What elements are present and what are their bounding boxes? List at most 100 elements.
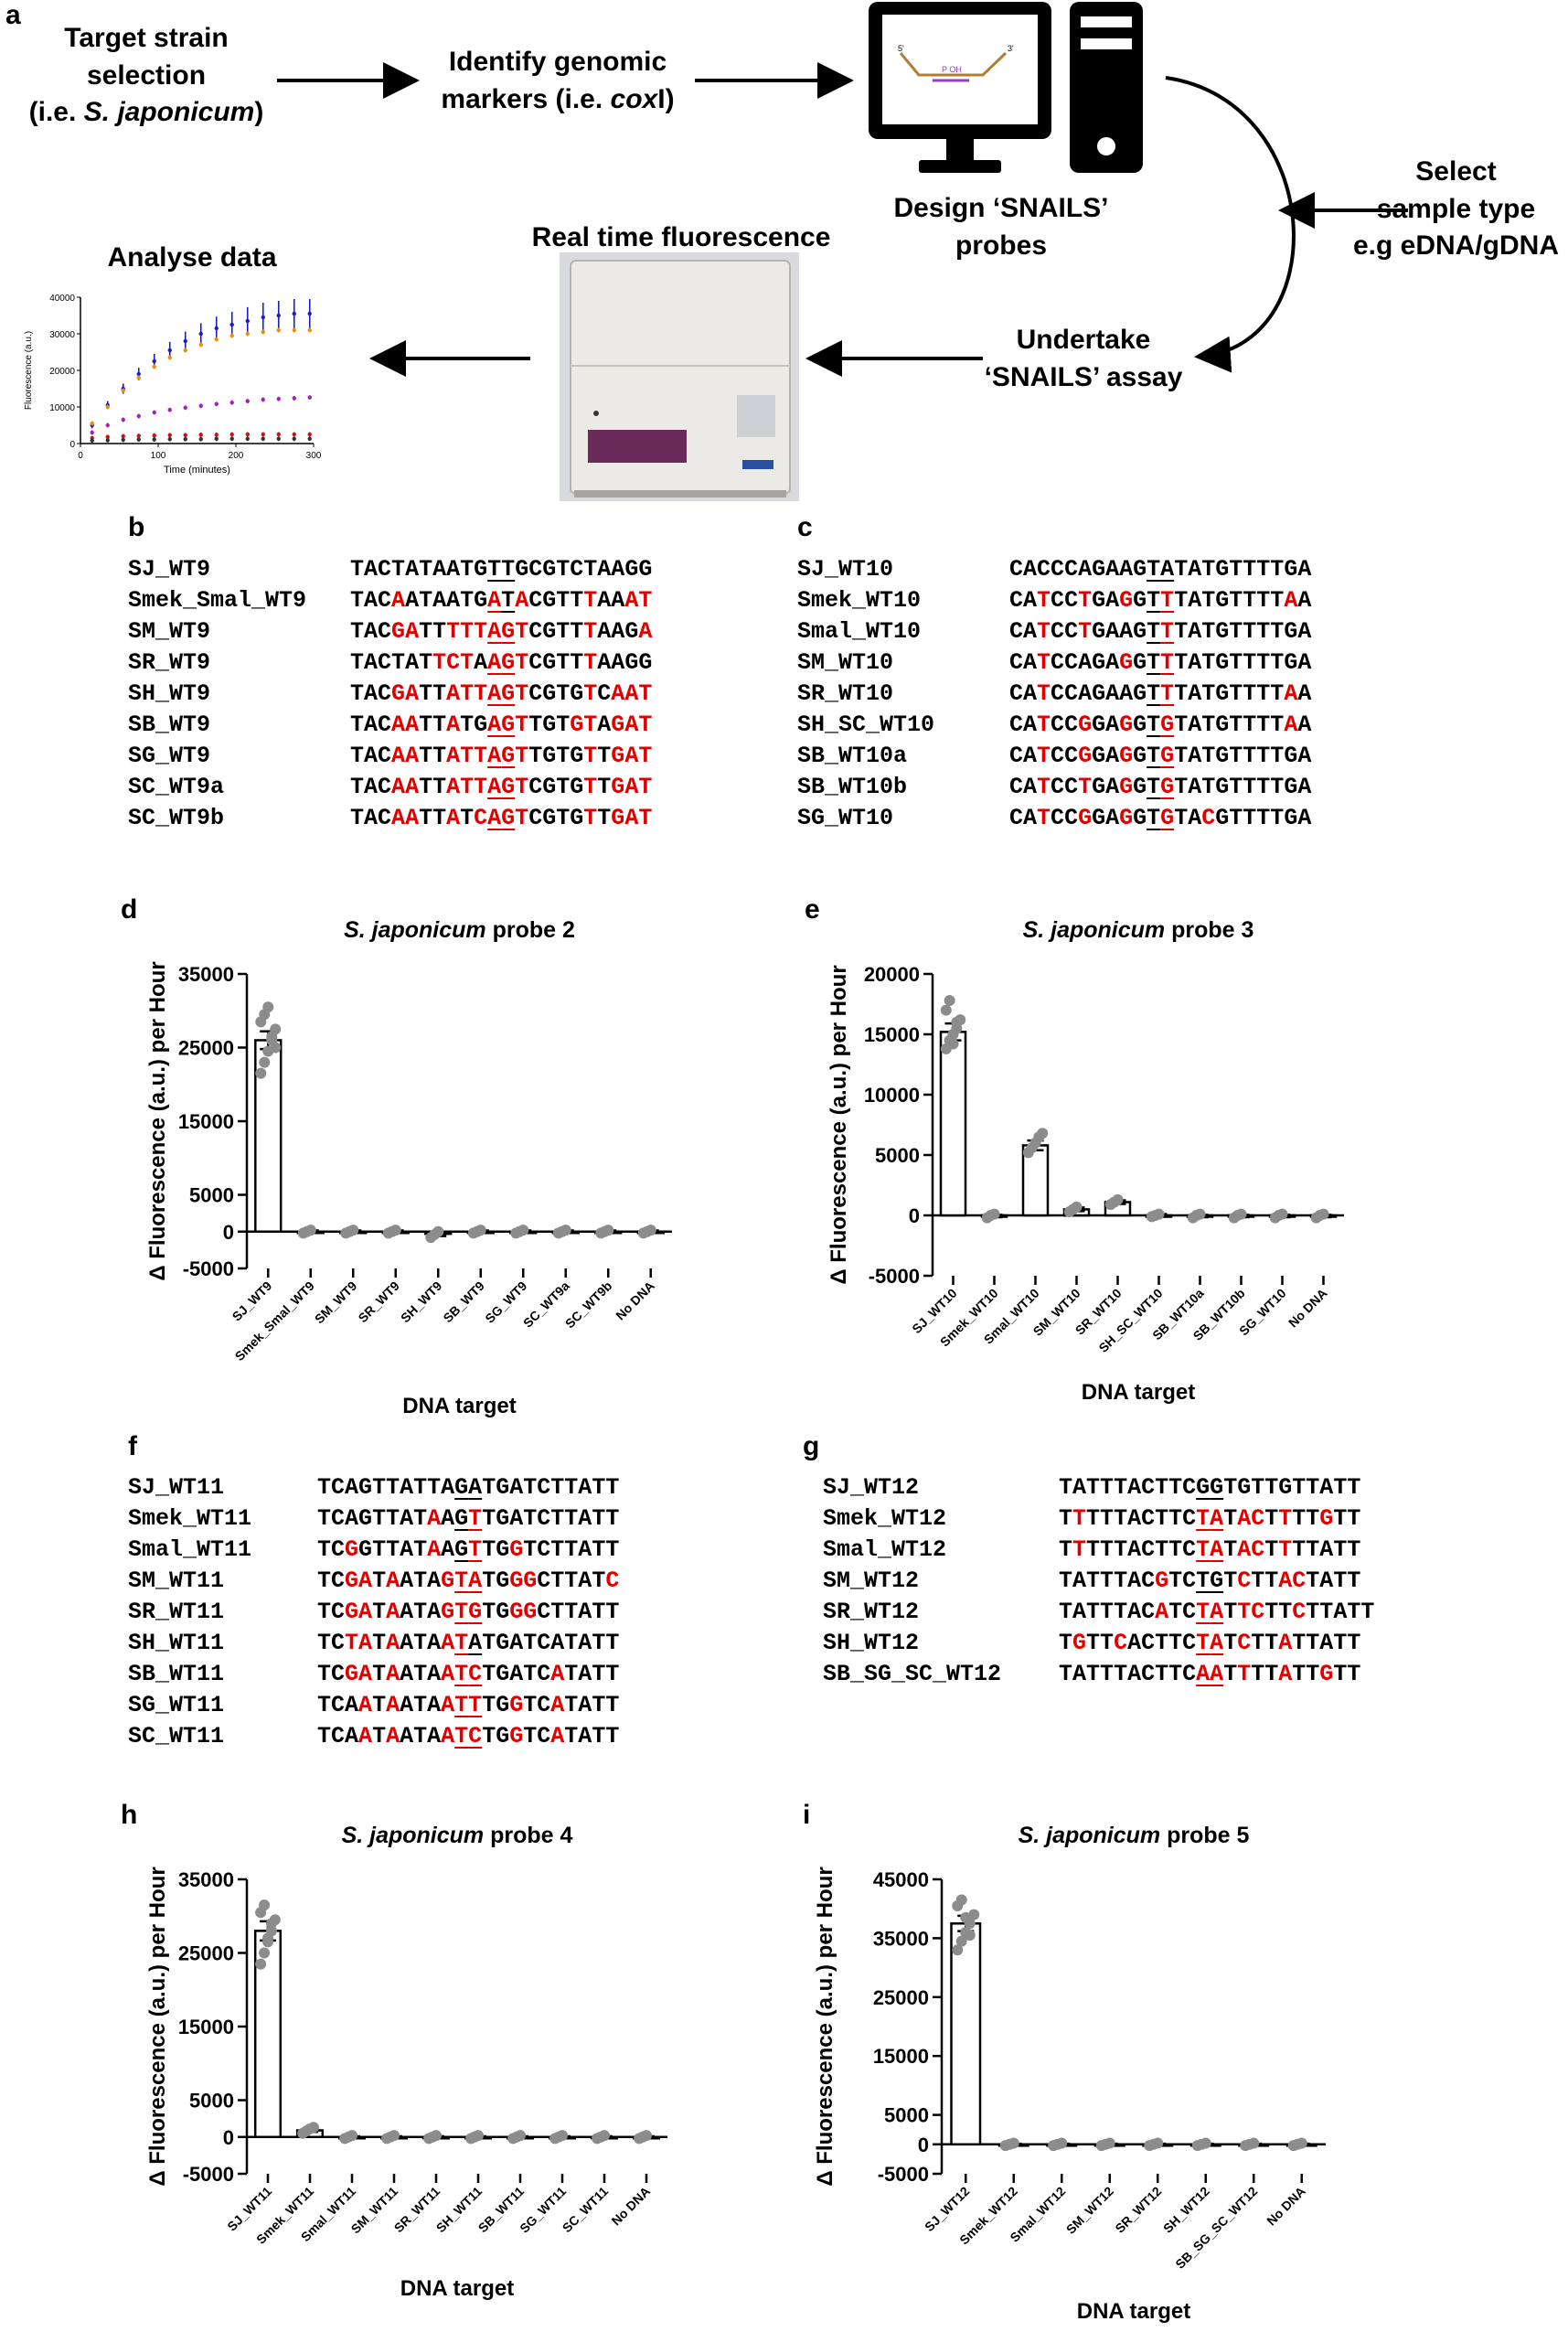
data-point [389, 2130, 400, 2142]
x-tick-label: No DNA [608, 2184, 653, 2229]
data-point [515, 2130, 526, 2142]
alignment-panel-c: SJ_WT10 CACCCAGAAGTATATGTTTTGA Smek_WT10 CA… [797, 554, 1311, 834]
mini-y-tick-label: 40000 [49, 294, 75, 304]
y-tick-label: 0 [918, 2134, 929, 2156]
mini-data-point [245, 436, 250, 441]
mini-data-point [307, 395, 312, 400]
alignment-row: Smek_WT12 TTTTTACTTCTATACTTTTGTT [823, 1503, 1374, 1535]
mini-y-tick-label: 20000 [49, 367, 75, 377]
mini-x-tick-label: 200 [229, 451, 244, 461]
data-point [1194, 1208, 1206, 1220]
sequence-name: SJ_WT10 [797, 556, 894, 583]
mini-data-point [245, 331, 250, 337]
mini-data-point [261, 432, 265, 437]
data-point [1037, 1128, 1049, 1139]
mini-data-point [229, 436, 234, 441]
sequence-text: CATCCAGAAGTTTATGTTTTAA [1009, 680, 1312, 707]
x-tick-label: SB_WT9 [440, 1278, 487, 1326]
mini-data-point [90, 438, 94, 443]
data-point [259, 1056, 271, 1068]
alignment-row: SJ_WT12 TATTTACTTCGGTGTTGTTATT [823, 1472, 1374, 1503]
y-tick-label: 5000 [189, 1184, 234, 1207]
mini-data-point [167, 408, 172, 412]
sequence-text: TACAATTATGAGTTGTGTAGAT [350, 711, 653, 738]
data-point [944, 995, 955, 1007]
sequence-name: SR_WT10 [797, 680, 894, 707]
mini-data-point [152, 364, 156, 369]
data-point [1235, 1208, 1247, 1220]
mini-data-point [261, 397, 265, 402]
mini-data-point [307, 436, 312, 441]
x-tick-label: SM_WT12 [1063, 2184, 1116, 2237]
x-tick-label: SR_WT12 [1112, 2184, 1164, 2236]
sequence-text: TCAATAATAATCTGGTCATATT [317, 1723, 620, 1749]
mini-data-point [136, 371, 141, 377]
data-point [307, 2122, 319, 2134]
x-tick-label: No DNA [1264, 2184, 1308, 2229]
x-tick-label: SB_SG_SC_WT12 [1172, 2184, 1260, 2272]
x-axis-label: DNA target [1082, 1380, 1195, 1405]
mini-data-point [152, 437, 156, 442]
alignment-row: SM_WT10 CATCCAGAGGTTTATGTTTTGA [797, 647, 1311, 679]
sequence-name: SC_WT9b [128, 805, 225, 831]
chart-title: S. japonicum probe 3 [1023, 917, 1254, 943]
x-tick-label: SJ_WT12 [922, 2184, 972, 2234]
mini-data-point [292, 311, 296, 316]
mini-data-point [198, 433, 203, 437]
data-point [1248, 2137, 1260, 2149]
y-tick-label: 35000 [178, 1868, 234, 1891]
mini-data-point [229, 432, 234, 437]
plate-reader-instrument-image [560, 252, 799, 501]
sequence-name: SG_WT11 [128, 1692, 225, 1718]
y-tick-label: 15000 [178, 1110, 234, 1133]
alignment-row: SJ_WT9 TACTATAATGTTGCGTCTAAGG [128, 554, 652, 585]
y-tick-label: 15000 [178, 2016, 234, 2038]
sequence-text: TTTTTACTTCTATACTTTTATT [1059, 1536, 1361, 1563]
x-tick-label: Smek_Smal_WT9 [232, 1278, 317, 1364]
data-point [473, 2130, 484, 2142]
y-tick-label: -5000 [183, 2163, 234, 2186]
mini-data-point [214, 337, 219, 342]
sequence-text: TCAATAATAATTTGGTCATATT [317, 1692, 620, 1718]
sequence-text: TCTATAATAATATGATCATATT [317, 1630, 620, 1656]
x-tick-label: SH_WT9 [398, 1278, 445, 1326]
svg-text:P OH: P OH [942, 65, 962, 74]
mini-data-point [152, 410, 156, 415]
step-target-strain: Target strain selection (i.e. S. japonic… [28, 23, 264, 127]
sequence-name: SB_SG_SC_WT12 [823, 1661, 1002, 1687]
sequence-name: Smek_WT10 [797, 587, 922, 614]
sequence-name: Smek_WT12 [823, 1505, 947, 1532]
mini-data-point [214, 326, 219, 331]
alignment-row: SC_WT9b TACAATTATCAGTCGTGTTGAT [128, 803, 652, 834]
data-point [960, 1911, 972, 1923]
bar [950, 1922, 982, 2146]
sequence-text: TATTTACATCTATTCTTCTTATT [1059, 1599, 1375, 1625]
sequence-name: SG_WT9 [128, 743, 211, 769]
alignment-row: SB_WT10b CATCCTGAGGTGTATGTTTTGA [797, 772, 1311, 803]
mini-data-point [121, 388, 125, 393]
y-tick-label: -5000 [878, 2163, 929, 2186]
alignment-row: SM_WT11 TCGATAATAGTATGGGCTTATC [128, 1566, 619, 1597]
data-point [431, 2130, 442, 2142]
alignment-panel-g: SJ_WT12 TATTTACTTCGGTGTTGTTATT Smek_WT12 TT… [823, 1472, 1374, 1690]
alignment-row: SC_WT11 TCAATAATAATCTGGTCATATT [128, 1721, 619, 1752]
mini-y-tick-label: 10000 [49, 403, 75, 413]
sequence-text: CATCCGGAGGTGTACGTTTTGA [1009, 805, 1312, 831]
alignment-row: SB_SG_SC_WT12 TATTTACTTCAATTTTATTGTT [823, 1659, 1374, 1690]
data-point [304, 1225, 316, 1236]
sequence-text: CATCCAGAGGTTTATGTTTTGA [1009, 649, 1312, 676]
data-point [1071, 1201, 1083, 1213]
data-point [259, 1899, 271, 1911]
alignment-row: SR_WT10 CATCCAGAAGTTTATGTTTTAA [797, 679, 1311, 710]
data-point [951, 1016, 963, 1028]
sequence-name: SG_WT10 [797, 805, 894, 831]
mini-data-point [307, 432, 312, 437]
sequence-name: SR_WT9 [128, 649, 211, 676]
data-point [255, 1958, 267, 1970]
sequence-text: CATCCTGAGGTTTATGTTTTAA [1009, 587, 1312, 614]
data-point [1112, 1193, 1124, 1205]
mini-data-point [167, 437, 172, 442]
y-tick-label: 5000 [884, 2104, 929, 2127]
data-point [432, 1225, 444, 1237]
mini-data-point [105, 434, 110, 439]
